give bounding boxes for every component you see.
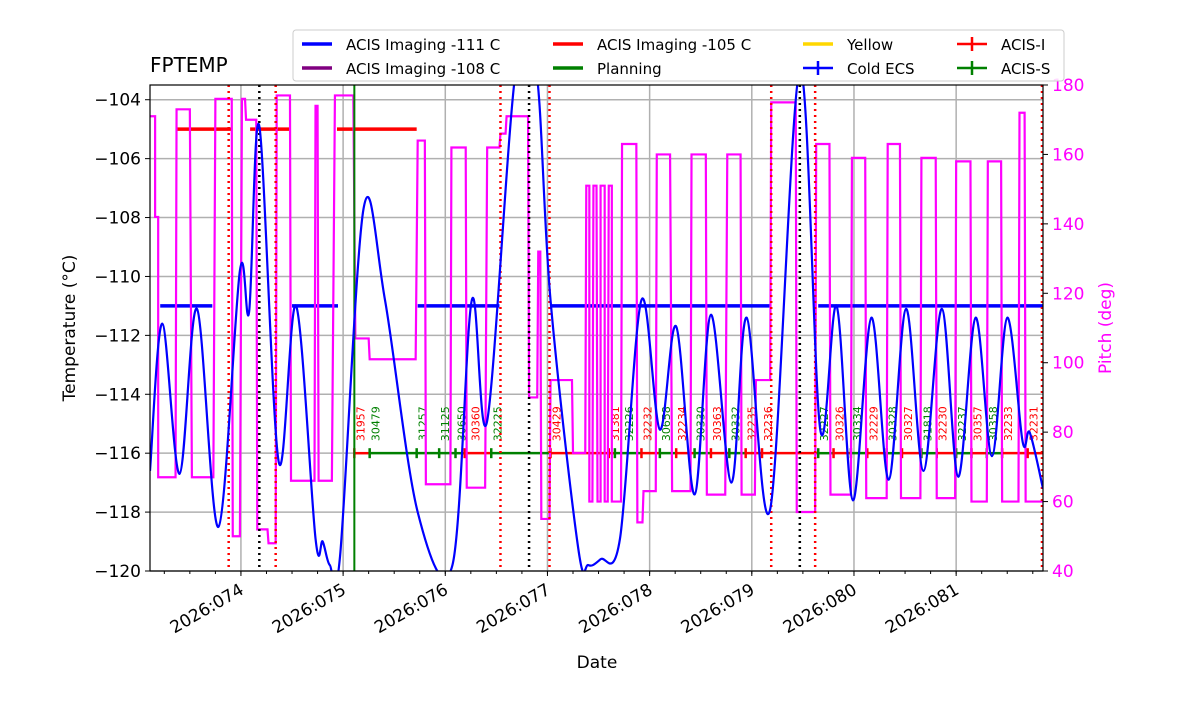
obsid-label: 32237	[956, 406, 969, 441]
obsid-label: 31257	[417, 406, 430, 441]
y2-tick-label: 100	[1052, 354, 1084, 374]
x-tick-label: 2026:077	[473, 580, 554, 638]
axes-frame	[149, 84, 1044, 572]
obsid-label: 31381	[609, 406, 622, 441]
y2-tick-label: 40	[1052, 562, 1074, 582]
legend: ACIS Imaging -111 C ACIS Imaging -105 C Ye…	[292, 29, 1065, 82]
y2-tick-label: 160	[1052, 145, 1084, 165]
obsid-label: 30326	[834, 406, 847, 441]
obsid-label: 30332	[729, 406, 742, 441]
x-tick-label: 2026:078	[576, 580, 657, 638]
obsid-label: 32231	[1028, 406, 1041, 441]
plot-area: 31957 30479 31257 31125 30650 30360 32225 30429…	[150, 85, 1043, 571]
y-tick-label: −108	[94, 209, 141, 229]
x-tick-label: 2026:075	[269, 580, 350, 638]
y-tick-label: −114	[94, 385, 141, 405]
chart-title: FPTEMP	[150, 53, 228, 77]
legend-label: Planning	[597, 60, 662, 78]
x-tick-label: 2026:074	[167, 580, 248, 638]
legend-label: Cold ECS	[847, 60, 915, 78]
y-tick-label: −106	[94, 150, 141, 170]
obsid-label: 32232	[641, 406, 654, 441]
x-axis-label: Date	[577, 653, 618, 673]
obsid-label: 30479	[370, 406, 383, 441]
obsid-label: 31125	[439, 406, 452, 441]
y2-tick-label: 60	[1052, 493, 1074, 513]
legend-label: ACIS Imaging -111 C	[346, 36, 500, 54]
obsid-label: 32236	[762, 406, 775, 441]
legend-label: ACIS Imaging -105 C	[597, 36, 751, 54]
legend-box	[292, 29, 1065, 82]
legend-label: Yellow	[846, 36, 893, 54]
obsid-label: 30363	[711, 406, 724, 441]
obsid-label: 30360	[470, 406, 483, 441]
x-tick-label: 2026:080	[780, 580, 861, 638]
y2-tick-label: 140	[1052, 215, 1084, 235]
x-tick-label: 2026:079	[678, 580, 759, 638]
obsid-label: 30650	[456, 406, 469, 441]
obsid-label: 32230	[937, 406, 950, 441]
legend-label: ACIS-S	[1001, 60, 1050, 78]
x-tick-label: 2026:076	[371, 580, 452, 638]
y-tick-label: −112	[94, 326, 141, 346]
legend-label: ACIS Imaging -108 C	[346, 60, 500, 78]
obsid-label: 30429	[551, 406, 564, 441]
temperature-line	[150, 85, 1043, 571]
x-tick-label: 2026:081	[882, 580, 963, 638]
obsid-label: 32229	[867, 406, 880, 441]
y-tick-label: −118	[94, 503, 141, 523]
obsid-label: 30328	[887, 406, 900, 441]
y2-axis-label: Pitch (deg)	[1096, 282, 1116, 374]
obsid-label: 32225	[491, 406, 504, 441]
pitch-line	[150, 94, 1043, 545]
y2-tick-label: 80	[1052, 423, 1074, 443]
y-tick-label: −116	[94, 444, 141, 464]
y-tick-label: −110	[94, 267, 141, 287]
y-axis-label: Temperature (°C)	[60, 255, 80, 403]
obsid-label: 30327	[902, 406, 915, 441]
obsid-label: 31957	[354, 406, 367, 441]
obsid-label: 30357	[971, 406, 984, 441]
y-tick-label: −104	[94, 91, 141, 111]
obsid-label: 32233	[1002, 406, 1015, 441]
legend-label: ACIS-I	[1001, 36, 1045, 54]
y2-tick-label: 120	[1052, 284, 1084, 304]
y-tick-label: −120	[94, 562, 141, 582]
